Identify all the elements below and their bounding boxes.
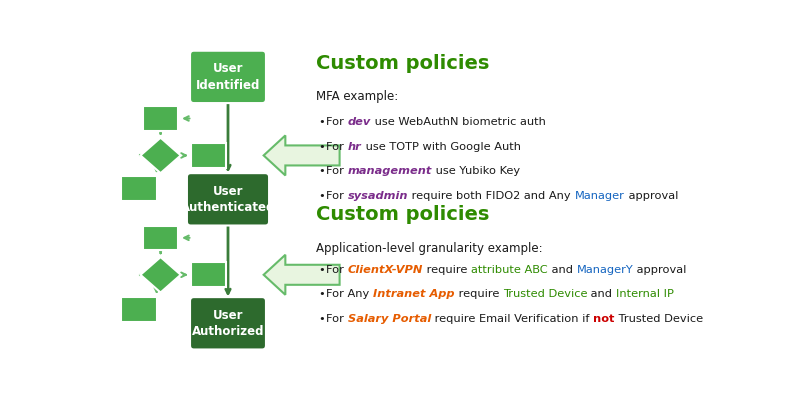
FancyBboxPatch shape	[187, 173, 269, 225]
Text: •: •	[319, 191, 325, 201]
Text: For: For	[327, 314, 348, 324]
Text: dev: dev	[348, 117, 371, 127]
Text: hr: hr	[348, 142, 362, 152]
FancyBboxPatch shape	[190, 297, 266, 349]
Polygon shape	[140, 138, 181, 173]
Text: User
Authorized: User Authorized	[191, 308, 264, 338]
FancyBboxPatch shape	[143, 225, 179, 250]
Text: use TOTP with Google Auth: use TOTP with Google Auth	[362, 142, 521, 152]
Text: Trusted Device: Trusted Device	[614, 314, 702, 324]
Text: For: For	[327, 117, 348, 127]
Text: attribute ABC: attribute ABC	[471, 265, 548, 275]
Text: User
Identified: User Identified	[195, 62, 260, 92]
Text: management: management	[348, 166, 433, 176]
FancyBboxPatch shape	[190, 51, 266, 103]
Text: require: require	[423, 265, 471, 275]
FancyBboxPatch shape	[121, 297, 157, 322]
Text: •: •	[319, 117, 325, 127]
Text: MFA example:: MFA example:	[316, 90, 398, 103]
Text: Manager: Manager	[574, 191, 625, 201]
FancyBboxPatch shape	[191, 262, 227, 287]
Text: Internal IP: Internal IP	[616, 289, 674, 299]
Text: and: and	[587, 289, 616, 299]
Text: ClientX-VPN: ClientX-VPN	[348, 265, 423, 275]
Text: For: For	[327, 142, 348, 152]
Text: For: For	[327, 265, 348, 275]
Text: Salary Portal: Salary Portal	[348, 314, 431, 324]
Text: Trusted Device: Trusted Device	[503, 289, 587, 299]
Text: require both FIDO2 and Any: require both FIDO2 and Any	[409, 191, 574, 201]
FancyBboxPatch shape	[191, 143, 227, 168]
Text: Application-level granularity example:: Application-level granularity example:	[316, 242, 542, 255]
Text: not: not	[594, 314, 614, 324]
Polygon shape	[264, 255, 340, 295]
Text: ManagerY: ManagerY	[577, 265, 634, 275]
Text: require Email Verification if: require Email Verification if	[431, 314, 594, 324]
Polygon shape	[140, 257, 181, 293]
Text: use Yubiko Key: use Yubiko Key	[433, 166, 521, 176]
Text: •: •	[319, 265, 325, 275]
Text: •: •	[319, 289, 325, 299]
Text: require: require	[455, 289, 503, 299]
Text: For Any: For Any	[327, 289, 373, 299]
Text: Custom policies: Custom policies	[316, 54, 489, 73]
Text: For: For	[327, 166, 348, 176]
Text: User
Authenticated: User Authenticated	[181, 185, 276, 214]
Text: sysadmin: sysadmin	[348, 191, 409, 201]
Text: approval: approval	[634, 265, 686, 275]
Text: use WebAuthN biometric auth: use WebAuthN biometric auth	[371, 117, 546, 127]
Text: and: and	[548, 265, 577, 275]
FancyBboxPatch shape	[143, 106, 179, 131]
Text: •: •	[319, 166, 325, 176]
FancyBboxPatch shape	[121, 176, 157, 201]
Text: For: For	[327, 191, 348, 201]
Text: Custom policies: Custom policies	[316, 206, 489, 224]
Text: •: •	[319, 314, 325, 324]
Text: Intranet App: Intranet App	[373, 289, 455, 299]
Polygon shape	[264, 135, 340, 175]
Text: •: •	[319, 142, 325, 152]
Text: approval: approval	[625, 191, 678, 201]
